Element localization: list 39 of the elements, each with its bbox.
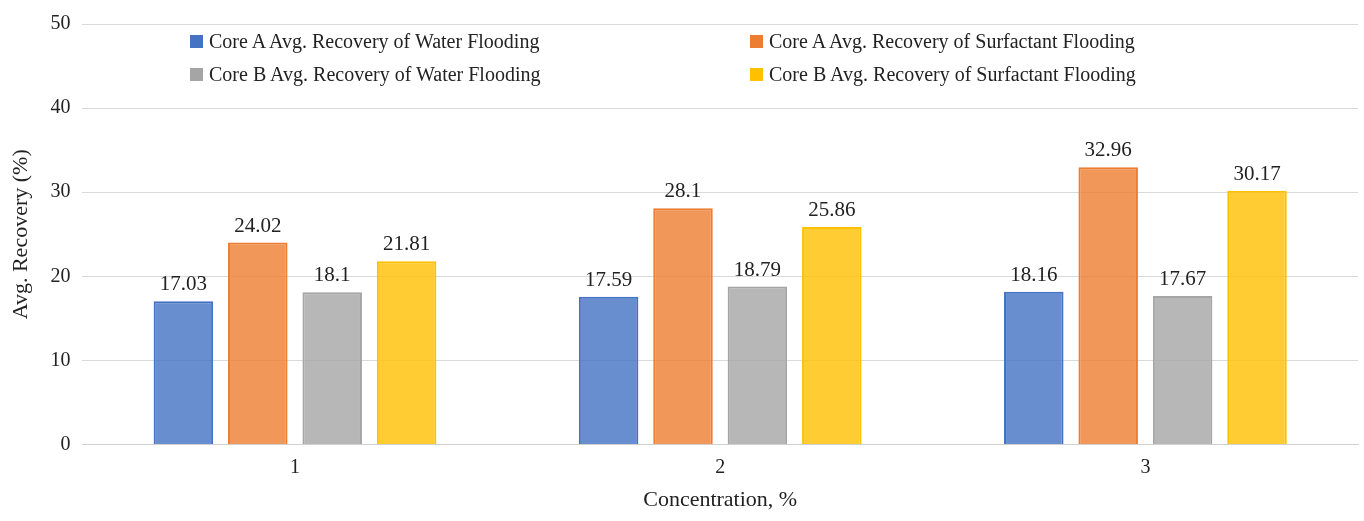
x-axis-title: Concentration, %	[643, 485, 798, 511]
x-tick-label: 2	[715, 454, 726, 477]
bar	[153, 301, 214, 445]
data-label: 24.02	[234, 212, 282, 237]
y-tick-label: 10	[50, 347, 71, 370]
data-label: 28.1	[664, 178, 702, 203]
y-tick-label: 20	[50, 263, 71, 286]
legend-label: Core B Avg. Recovery of Surfactant Flooding	[769, 63, 1136, 86]
bar	[228, 242, 288, 445]
y-tick-label: 0	[60, 431, 71, 454]
data-label: 30.17	[1233, 160, 1281, 185]
legend-label: Core B Avg. Recovery of Water Flooding	[209, 63, 541, 86]
bar	[578, 296, 639, 445]
bar	[302, 292, 362, 445]
bar	[1004, 291, 1064, 445]
bar	[376, 261, 437, 445]
y-tick-label: 30	[50, 179, 71, 202]
data-label: 21.81	[382, 231, 431, 256]
data-label: 18.1	[313, 262, 351, 287]
data-label: 18.79	[733, 256, 782, 281]
bar	[1152, 295, 1213, 445]
data-label: 25.86	[808, 197, 856, 222]
bar	[727, 286, 788, 445]
bar	[653, 208, 713, 445]
x-tick-label: 1	[290, 454, 300, 477]
y-tick-label: 50	[50, 11, 71, 34]
data-label: 17.03	[159, 271, 208, 296]
data-label: 18.16	[1010, 261, 1058, 286]
data-label: 17.59	[584, 266, 633, 291]
bar	[802, 227, 862, 445]
legend-label: Core A Avg. Recovery of Surfactant Flooding	[769, 30, 1135, 53]
y-axis-title: Avg. Recovery (%)	[6, 149, 32, 320]
x-tick-label: 3	[1140, 454, 1151, 477]
bar	[1078, 167, 1138, 445]
data-label: 17.67	[1158, 265, 1207, 290]
bar	[1227, 190, 1287, 445]
y-tick-label: 40	[50, 95, 71, 118]
legend-label: Core A Avg. Recovery of Water Flooding	[209, 30, 540, 53]
data-label: 32.96	[1084, 137, 1132, 162]
